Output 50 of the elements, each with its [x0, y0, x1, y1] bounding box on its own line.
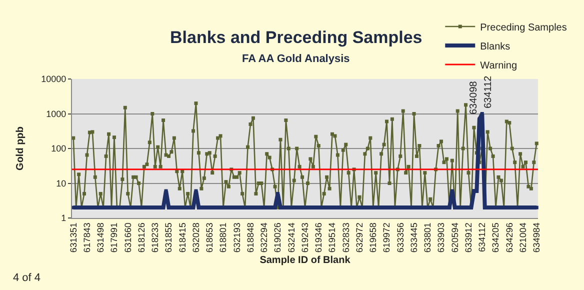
- chart-subtitle: FA AA Gold Analysis: [242, 53, 350, 65]
- x-tick-label: 631498: [96, 222, 106, 253]
- x-tick-label: 632833: [340, 222, 351, 253]
- x-tick-label: 621004: [518, 222, 528, 253]
- x-tick-label: 618415: [177, 222, 188, 253]
- legend-label: Preceding Samples: [480, 22, 567, 34]
- x-tick-label: 631351: [68, 222, 78, 253]
- y-tick-label: 1000: [46, 108, 66, 119]
- x-tick-label: 617843: [82, 222, 92, 253]
- x-tick-label: 632294: [259, 222, 270, 253]
- y-tick-label: 10000: [41, 74, 66, 84]
- x-tick-label: 634112: [477, 222, 488, 252]
- x-tick-label: 619243: [300, 222, 310, 253]
- x-tick-label: 619026: [272, 222, 283, 253]
- x-tick-label: 631660: [122, 222, 133, 253]
- x-tick-label: 618801: [218, 222, 228, 253]
- x-tick-label: 617991: [109, 222, 120, 253]
- y-tick-label: 100: [51, 144, 66, 154]
- x-tick-label: 619658: [368, 222, 378, 253]
- legend-label: Blanks: [480, 41, 510, 52]
- x-tick-label: 633912: [463, 222, 474, 253]
- annotation: 634112: [482, 75, 494, 108]
- x-tick-label: 633903: [436, 222, 446, 253]
- x-tick-label: 620594: [450, 222, 460, 253]
- x-tick-label: 632972: [354, 222, 364, 253]
- x-tick-label: 633445: [408, 222, 419, 253]
- x-tick-label: 634984: [532, 222, 542, 253]
- x-tick-label: 632414: [286, 222, 296, 253]
- x-tick-label: 633356: [395, 222, 406, 253]
- x-tick-label: 632028: [190, 222, 201, 253]
- y-tick-label: 1: [61, 213, 66, 224]
- x-axis-title: Sample ID of Blank: [260, 255, 351, 266]
- x-tick-label: 631855: [164, 222, 174, 253]
- x-tick-label: 618848: [245, 222, 256, 253]
- x-tick-label: 619972: [382, 222, 392, 253]
- y-axis-title: Gold ppb: [15, 126, 26, 170]
- x-tick-label: 632193: [232, 222, 242, 253]
- legend-label: Warning: [480, 60, 518, 72]
- x-tick-label: 618653: [204, 222, 215, 253]
- x-tick-label: 619346: [314, 222, 324, 253]
- y-tick-label: 10: [56, 178, 66, 188]
- chart-title: Blanks and Preceding Samples: [170, 28, 422, 47]
- x-tick-label: 619514: [327, 222, 338, 253]
- x-tick-label: 634205: [490, 222, 501, 253]
- text: 4 of 4: [13, 272, 41, 284]
- x-tick-label: 618233: [150, 222, 160, 253]
- annotation: 634098: [468, 80, 480, 115]
- x-tick-label: 633801: [422, 222, 433, 253]
- x-tick-label: 618126: [136, 222, 146, 253]
- x-tick-label: 634296: [504, 222, 514, 253]
